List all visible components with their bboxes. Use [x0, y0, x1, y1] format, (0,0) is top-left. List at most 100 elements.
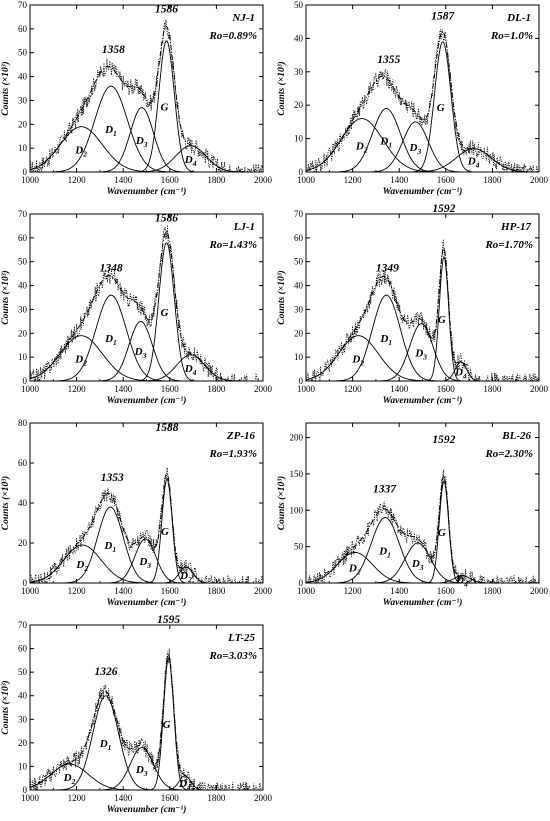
x-tick-label: 1200	[68, 586, 87, 596]
peak-position-label: 1358	[102, 44, 125, 56]
x-tick-label: 1000	[21, 384, 40, 394]
band-label-sub: 2	[363, 145, 368, 154]
band-label: D4	[184, 154, 197, 168]
x-tick-label: 1600	[437, 586, 456, 596]
y-tick-label: 20	[18, 328, 28, 338]
sample-name: HP-17	[500, 221, 531, 233]
band-label: D3	[135, 764, 148, 778]
x-tick-label: 1400	[390, 384, 409, 394]
x-tick-label: 1800	[207, 384, 226, 394]
band-label-sub: 1	[113, 338, 117, 347]
band-label: G	[161, 101, 169, 113]
y-tick-label: 70	[18, 209, 28, 219]
band-curve-d1	[306, 517, 539, 584]
y-tick-label: 20	[18, 738, 28, 748]
band-curve-d1	[306, 294, 539, 382]
y-tick-label: 70	[18, 620, 28, 630]
band-label: D3	[409, 142, 422, 156]
ro-value: Ro=2.30%	[484, 448, 533, 460]
peak-position-label: 1592	[432, 434, 455, 446]
y-tick-label: 10	[18, 761, 28, 771]
x-tick-label: 1400	[390, 586, 409, 596]
band-label: D1	[103, 540, 116, 554]
x-tick-label: 1800	[207, 586, 226, 596]
raw-spectrum-curve	[305, 29, 540, 174]
y-tick-label: 30	[18, 95, 28, 105]
band-label: D1	[104, 124, 117, 138]
band-label-sub: 3	[142, 351, 147, 360]
x-tick-label: 1600	[161, 175, 180, 185]
y-tick-label: 60	[18, 233, 28, 243]
band-label-sub: 1	[113, 129, 117, 138]
y-axis-label: Counts (×10³)	[276, 270, 287, 324]
y-axis-label: Counts (×10³)	[0, 680, 11, 734]
band-label-sub: 3	[419, 563, 424, 572]
band-label: G	[438, 314, 446, 326]
x-axis-label: Wavenumber (cm⁻¹)	[107, 186, 187, 197]
band-label: D1	[104, 333, 117, 347]
panel-dl-1: 1000 1200 1400 1600 1800 2000 0 10 20 30 40 50 Waven…	[276, 0, 549, 197]
x-tick-label: 1200	[68, 384, 87, 394]
x-tick-label: 2000	[530, 175, 549, 185]
y-tick-label: 60	[18, 24, 28, 34]
x-tick-label: 1400	[114, 793, 133, 803]
fit-sum-curve	[29, 25, 263, 173]
y-tick-label: 20	[294, 328, 304, 338]
band-curve-d4	[30, 145, 263, 173]
x-tick-label: 1400	[114, 175, 133, 185]
y-axis-label: Counts (×10³)	[0, 61, 11, 115]
band-label: D3	[411, 558, 424, 572]
x-tick-label: 2000	[254, 384, 273, 394]
band-label-sub: 1	[388, 140, 392, 149]
band-label: D3	[414, 347, 427, 361]
band-label: D2	[348, 563, 361, 577]
y-tick-label: 40	[18, 72, 28, 82]
peak-position-label: 1353	[101, 472, 124, 484]
x-tick-label: 1800	[207, 793, 226, 803]
fitted-bands: D2 D1 D3 G D4	[305, 41, 539, 173]
y-tick-label: 40	[294, 281, 304, 291]
y-tick-label: 0	[23, 785, 28, 795]
ro-value: Ro=1.0%	[490, 30, 533, 42]
band-curve-d1	[30, 85, 263, 173]
band-label-sub: 2	[71, 777, 76, 786]
y-tick-label: 40	[18, 281, 28, 291]
x-tick-label: 2000	[254, 175, 273, 185]
ro-value: Ro=3.03%	[208, 650, 257, 662]
band-label: D2	[355, 140, 368, 154]
band-label-sub: 3	[416, 147, 421, 156]
y-tick-label: 0	[299, 167, 304, 177]
band-curve-d2	[29, 335, 263, 382]
sample-name: NJ-1	[231, 12, 255, 24]
peak-position-label: 1592	[432, 203, 455, 215]
y-tick-label: 10	[294, 134, 304, 144]
sample-name: BL-26	[501, 430, 531, 442]
x-tick-label: 1000	[21, 793, 40, 803]
y-tick-label: 50	[18, 48, 28, 58]
ro-value: Ro=1.93%	[208, 448, 257, 460]
peak-position-label: 1588	[156, 422, 179, 434]
sample-name: DL-1	[506, 12, 531, 24]
x-tick-label: 1400	[114, 384, 133, 394]
x-tick-label: 1000	[297, 175, 316, 185]
band-label: D1	[99, 738, 112, 752]
ro-value: Ro=0.89%	[208, 30, 257, 42]
band-curve-d1	[30, 294, 263, 382]
y-tick-label: 0	[23, 376, 28, 386]
y-tick-label: 30	[18, 304, 28, 314]
x-axis-label: Wavenumber (cm⁻¹)	[107, 395, 187, 406]
band-label-sub: 4	[463, 579, 468, 588]
y-axis-label: Counts (×10³)	[276, 61, 287, 115]
band-label: D2	[63, 772, 76, 786]
y-tick-label: 80	[18, 418, 28, 428]
x-axis-label: Wavenumber (cm⁻¹)	[107, 597, 187, 608]
x-axis-label: Wavenumber (cm⁻¹)	[107, 804, 187, 815]
band-label: D3	[135, 135, 148, 149]
x-tick-label: 1800	[483, 586, 502, 596]
x-tick-label: 1200	[68, 793, 87, 803]
x-tick-label: 1200	[68, 175, 87, 185]
band-curve-d1	[30, 506, 263, 584]
peak-position-label: 1337	[373, 483, 397, 495]
band-curve-g	[30, 40, 263, 173]
